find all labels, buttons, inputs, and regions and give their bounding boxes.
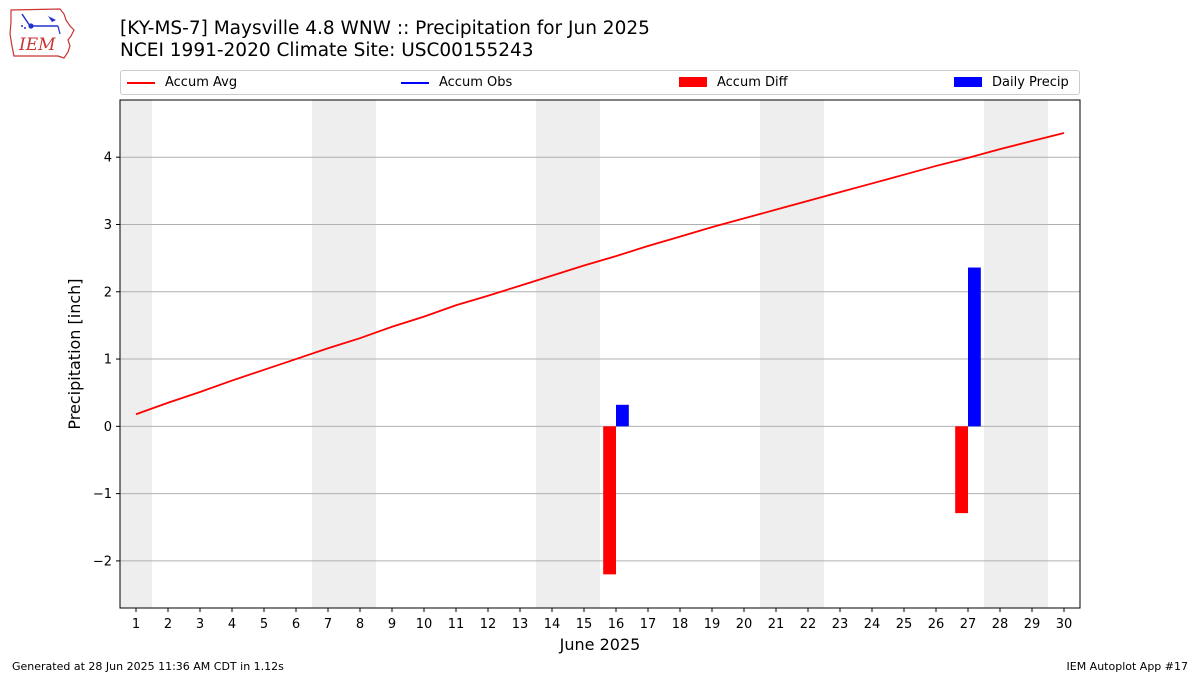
accum-diff-bar xyxy=(955,426,968,514)
x-tick-label: 8 xyxy=(356,617,364,632)
y-tick-label: 0 xyxy=(104,420,112,435)
weekend-shading xyxy=(536,100,600,608)
x-tick-label: 16 xyxy=(608,617,625,632)
chart-title: [KY-MS-7] Maysville 4.8 WNW :: Precipita… xyxy=(120,18,650,39)
x-tick-label: 26 xyxy=(928,617,945,632)
x-tick-label: 11 xyxy=(448,617,465,632)
daily-precip-bar xyxy=(616,404,629,427)
x-tick-label: 29 xyxy=(1024,617,1041,632)
legend-label: Daily Precip xyxy=(992,75,1069,90)
x-tick-label: 7 xyxy=(324,617,332,632)
x-tick-label: 20 xyxy=(736,617,753,632)
x-tick-label: 23 xyxy=(832,617,849,632)
legend-label: Accum Avg xyxy=(165,75,238,90)
y-axis-label: Precipitation [inch] xyxy=(65,278,84,429)
x-tick-label: 19 xyxy=(704,617,721,632)
y-tick-label: 4 xyxy=(104,151,112,166)
x-tick-label: 6 xyxy=(292,617,300,632)
x-axis-label: June 2025 xyxy=(559,635,641,654)
x-tick-label: 1 xyxy=(132,617,140,632)
x-tick-label: 4 xyxy=(228,617,236,632)
weekend-shading xyxy=(984,100,1048,608)
x-tick-label: 10 xyxy=(416,617,433,632)
x-tick-label: 25 xyxy=(896,617,913,632)
x-tick-label: 22 xyxy=(800,617,817,632)
x-tick-label: 2 xyxy=(164,617,172,632)
legend-swatch xyxy=(127,82,155,84)
legend: Accum Avg Accum Obs Accum Diff Daily Pre… xyxy=(120,70,1080,95)
legend-swatch xyxy=(679,77,707,87)
weekend-shading xyxy=(760,100,824,608)
chart-subtitle: NCEI 1991-2020 Climate Site: USC00155243 xyxy=(120,40,534,61)
plot-frame xyxy=(119,99,1081,609)
x-tick-label: 27 xyxy=(960,617,977,632)
x-tick-label: 15 xyxy=(576,617,593,632)
legend-swatch xyxy=(954,77,982,87)
y-tick-label: −1 xyxy=(93,487,112,502)
accum-avg-line xyxy=(135,132,1065,416)
x-tick-label: 18 xyxy=(672,617,689,632)
iem-logo: IEM xyxy=(9,8,75,59)
x-tick-label: 5 xyxy=(260,617,268,632)
x-tick-label: 21 xyxy=(768,617,785,632)
legend-swatch xyxy=(401,82,429,84)
x-tick-label: 14 xyxy=(544,617,561,632)
y-tick-label: 1 xyxy=(104,353,112,368)
weekend-shading xyxy=(312,100,376,608)
x-tick-label: 28 xyxy=(992,617,1009,632)
x-tick-label: 12 xyxy=(480,617,497,632)
y-tick-label: −2 xyxy=(93,554,112,569)
accum-diff-bar xyxy=(603,426,616,575)
daily-precip-bar xyxy=(968,267,981,427)
x-tick-label: 30 xyxy=(1056,617,1073,632)
y-tick-label: 2 xyxy=(104,285,112,300)
x-tick-label: 24 xyxy=(864,617,881,632)
legend-label: Accum Diff xyxy=(717,75,788,90)
generated-timestamp: Generated at 28 Jun 2025 11:36 AM CDT in… xyxy=(12,660,284,673)
x-tick-label: 13 xyxy=(512,617,529,632)
legend-label: Accum Obs xyxy=(439,75,513,90)
weekend-shading xyxy=(120,100,152,608)
x-tick-label: 9 xyxy=(388,617,396,632)
logo-text: IEM xyxy=(18,35,56,55)
x-tick-label: 3 xyxy=(196,617,204,632)
x-tick-label: 17 xyxy=(640,617,657,632)
app-credit: IEM Autoplot App #17 xyxy=(1066,660,1189,673)
y-tick-label: 3 xyxy=(104,218,112,233)
